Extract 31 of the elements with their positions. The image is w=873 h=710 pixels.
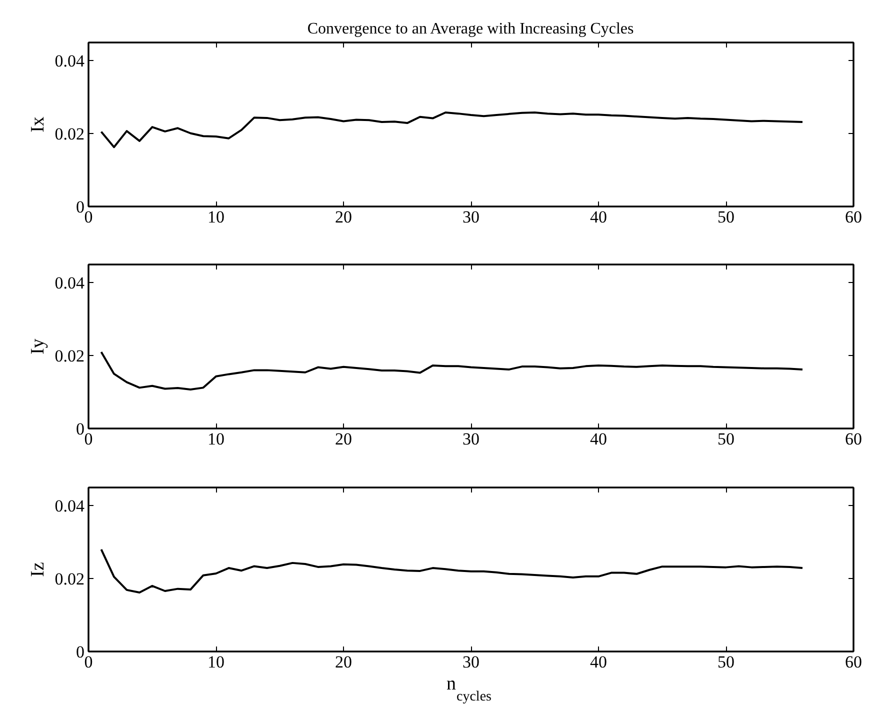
x-tick-label: 40 (590, 208, 607, 226)
x-tick-label: 20 (335, 652, 352, 672)
x-tick-label: 40 (590, 430, 607, 448)
x-tick-label: 60 (845, 430, 862, 448)
y-tick-label: 0.04 (54, 274, 85, 293)
x-tick-label: 20 (335, 430, 352, 448)
x-tick-label: 10 (208, 430, 224, 448)
y-tick-label: 0.04 (54, 52, 85, 71)
line-series (100, 111, 804, 148)
y-tick-label: 0.02 (54, 570, 84, 589)
x-tick-label: 60 (845, 208, 862, 226)
y-axis-title: Ix (28, 116, 48, 132)
x-tick-label: 30 (462, 430, 480, 448)
x-tick-label: 50 (718, 208, 734, 226)
x-tick-label: 50 (718, 430, 734, 448)
line-series (100, 548, 804, 594)
x-tick-label: 10 (208, 652, 224, 672)
x-tick-label: 20 (335, 208, 352, 226)
y-tick-label: 0.02 (54, 124, 84, 144)
chart-title: Convergence to an Average with Increasing Cycles (307, 20, 634, 38)
x-tick-label: 30 (462, 208, 480, 226)
x-tick-label: 10 (208, 208, 224, 226)
y-tick-label: 0.04 (54, 496, 85, 516)
x-tick-label: 50 (718, 652, 734, 672)
line-series (100, 350, 804, 391)
x-tick-label: 30 (462, 652, 480, 672)
y-axis-title: Iz (28, 562, 48, 577)
y-tick-label: 0.02 (54, 346, 84, 366)
x-tick-label: 60 (845, 652, 862, 672)
y-axis-title: Iy (28, 338, 48, 354)
x-tick-label: 40 (590, 652, 607, 672)
